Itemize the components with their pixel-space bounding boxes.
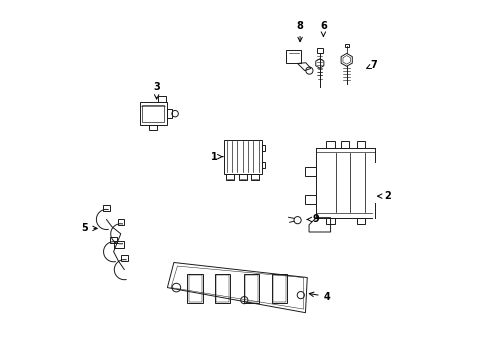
Bar (188, 275, 202, 302)
Bar (158, 95, 165, 102)
Bar (187, 274, 203, 303)
Bar (103, 205, 109, 211)
Bar (316, 48, 322, 53)
Bar (325, 141, 334, 148)
Bar (244, 275, 258, 302)
Bar (261, 162, 264, 168)
Bar (356, 218, 365, 224)
Bar (285, 50, 300, 63)
Text: 7: 7 (366, 60, 376, 70)
Text: 9: 9 (306, 215, 319, 224)
Bar (121, 255, 127, 261)
Bar (238, 174, 246, 180)
Text: 1: 1 (210, 152, 223, 162)
Bar (139, 102, 166, 125)
Bar (117, 220, 124, 225)
Text: 4: 4 (308, 292, 330, 302)
Text: 5: 5 (81, 224, 97, 233)
Bar (216, 275, 229, 302)
Bar (215, 274, 230, 303)
Bar (166, 109, 172, 118)
Text: 3: 3 (153, 82, 160, 99)
Bar (261, 145, 264, 151)
Bar (305, 167, 316, 176)
Text: 8: 8 (296, 21, 303, 42)
Text: 2: 2 (377, 191, 390, 201)
Bar (113, 241, 123, 248)
Bar (142, 105, 163, 122)
Text: 6: 6 (319, 21, 326, 37)
Bar (251, 174, 259, 180)
Bar (305, 195, 316, 204)
Bar (226, 174, 234, 180)
Bar (244, 274, 259, 303)
Bar (325, 218, 334, 224)
Bar (224, 140, 261, 174)
Bar (344, 44, 348, 47)
Bar (356, 141, 365, 148)
Bar (272, 275, 285, 302)
Bar (148, 125, 157, 130)
Bar (110, 237, 117, 243)
Bar (271, 274, 286, 303)
Bar (340, 141, 348, 148)
